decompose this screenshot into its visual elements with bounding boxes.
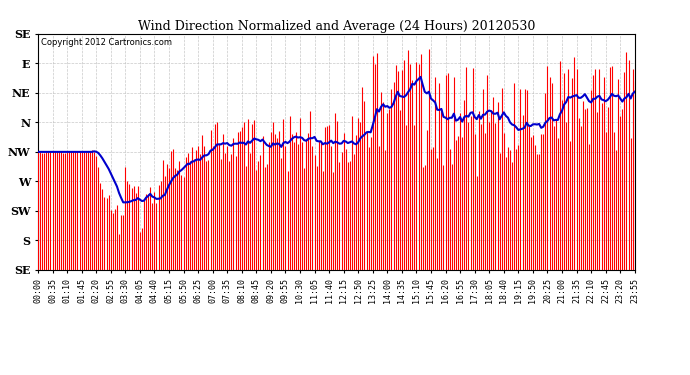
Text: Copyright 2012 Cartronics.com: Copyright 2012 Cartronics.com (41, 39, 172, 48)
Title: Wind Direction Normalized and Average (24 Hours) 20120530: Wind Direction Normalized and Average (2… (138, 20, 535, 33)
